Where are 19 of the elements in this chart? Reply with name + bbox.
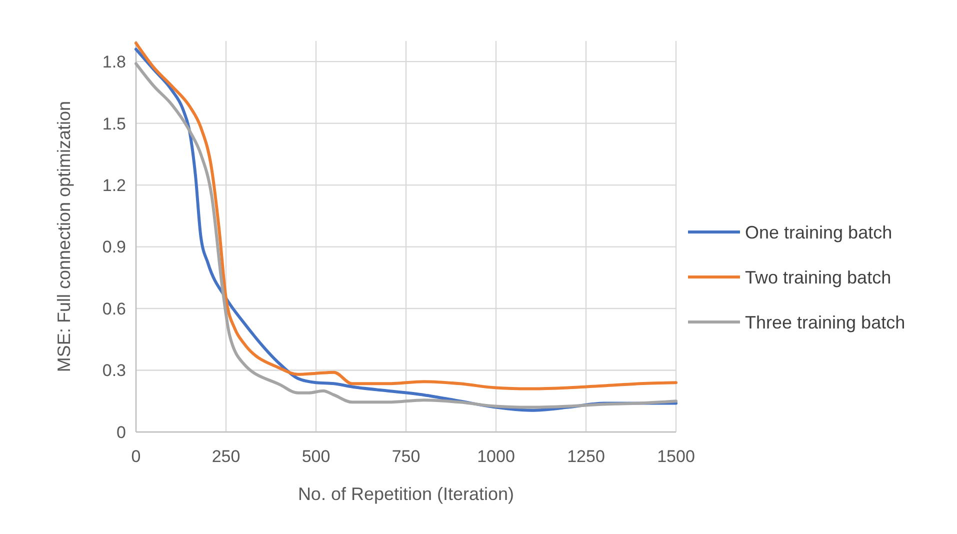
y-tick-label: 1.5: [102, 114, 126, 134]
x-tick-label: 1250: [567, 447, 605, 466]
y-tick-label: 1.2: [102, 176, 126, 196]
legend-label: One training batch: [745, 222, 892, 242]
x-tick-label: 1500: [657, 447, 695, 466]
y-tick-label: 1.8: [102, 52, 126, 72]
x-axis-title: No. of Repetition (Iteration): [298, 484, 514, 504]
legend-label: Two training batch: [745, 267, 892, 288]
y-tick-label: 0.9: [102, 238, 126, 257]
x-tick-label: 0: [131, 447, 141, 466]
x-tick-label: 750: [392, 447, 420, 466]
y-axis-title: MSE: Full connection optimization: [54, 100, 74, 372]
y-tick-label: 0.6: [102, 299, 126, 318]
y-tick-label: 0.3: [102, 361, 126, 380]
x-tick-label: 1000: [477, 447, 515, 466]
x-tick-label: 250: [212, 447, 240, 466]
legend-label: Three training batch: [745, 312, 906, 332]
y-tick-label: 0: [116, 422, 126, 442]
x-tick-label: 500: [302, 447, 330, 466]
